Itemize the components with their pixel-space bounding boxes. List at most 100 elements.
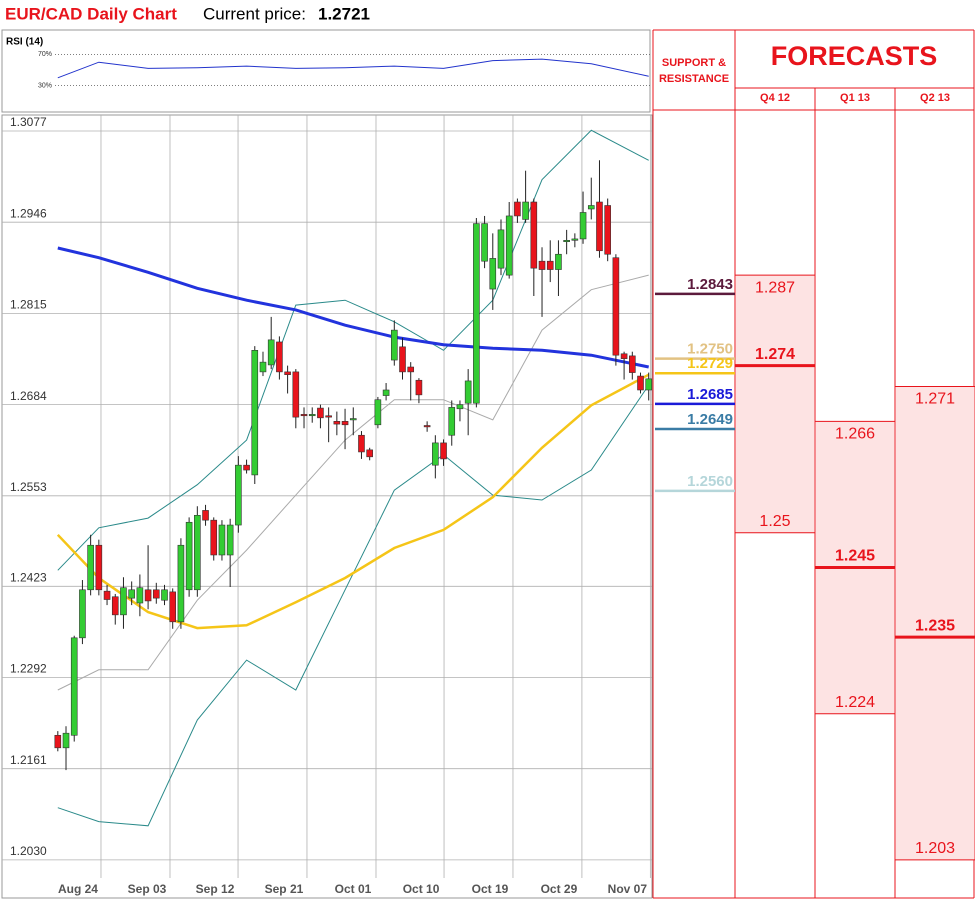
indicator-line <box>57 384 650 827</box>
candle-body <box>505 215 513 276</box>
forecast-low-label: 1.224 <box>835 694 875 711</box>
forecast-high-label: 1.287 <box>755 279 795 296</box>
x-tick-label: Sep 12 <box>196 882 235 896</box>
candle-body <box>185 521 193 591</box>
quarter-label: Q1 13 <box>840 92 870 104</box>
candle-body <box>390 329 398 361</box>
candle-body <box>415 379 423 396</box>
candle-body <box>432 442 439 466</box>
candle-body <box>481 223 488 262</box>
x-tick-label: Aug 24 <box>58 882 98 896</box>
candle-body <box>645 378 653 391</box>
chart-title: EUR/CAD Daily Chart <box>5 4 177 23</box>
support-label: 1.2729 <box>687 355 733 372</box>
x-tick-label: Oct 19 <box>472 882 509 896</box>
candle-body <box>358 434 365 453</box>
candle-body <box>382 389 390 396</box>
y-tick-label: 1.2946 <box>10 206 47 220</box>
x-tick-label: Oct 10 <box>403 882 440 896</box>
candle-body <box>152 589 160 599</box>
candle-body <box>317 407 324 419</box>
quarter-label: Q2 13 <box>920 92 950 104</box>
candle-body <box>202 510 209 521</box>
candle-body <box>514 201 521 217</box>
x-tick-label: Sep 21 <box>265 882 304 896</box>
current-price: 1.2721 <box>318 4 370 23</box>
indicator-line <box>57 129 649 571</box>
candle-body <box>144 589 152 602</box>
candle-body <box>596 201 603 252</box>
candle-body <box>341 421 349 426</box>
candle-body <box>103 590 111 600</box>
candle-body <box>571 238 579 241</box>
levels-title: SUPPORT & RESISTANCE <box>658 57 730 85</box>
candle-body <box>284 371 291 375</box>
y-tick-label: 1.2684 <box>10 389 47 403</box>
candle-body <box>407 366 415 373</box>
candle-body <box>243 464 250 471</box>
y-tick-label: 1.2553 <box>10 480 47 494</box>
candle-body <box>259 361 267 373</box>
forecast-mid-label: 1.235 <box>915 617 955 634</box>
rsi-title: RSI (14) <box>6 37 43 48</box>
candle-body <box>604 205 611 255</box>
candle-body <box>464 380 472 404</box>
y-tick-label: 1.2423 <box>10 570 47 584</box>
candle-body <box>62 732 70 749</box>
forecast-range <box>736 275 814 533</box>
candle-body <box>95 544 103 591</box>
candle-body <box>555 253 562 270</box>
candle-body <box>292 371 300 418</box>
candle-body <box>489 258 497 290</box>
y-tick-label: 1.2292 <box>10 662 47 676</box>
indicator-line <box>57 274 649 691</box>
candle-body <box>235 464 242 526</box>
candle-body <box>456 404 464 410</box>
x-tick-label: Nov 07 <box>608 882 648 896</box>
y-tick-label: 1.2161 <box>10 753 47 767</box>
y-tick-label: 1.2815 <box>10 298 47 312</box>
forecast-range <box>896 386 974 860</box>
forecast-mid-label: 1.274 <box>755 346 795 363</box>
candle-body <box>522 201 529 220</box>
forecast-high-label: 1.266 <box>835 426 875 443</box>
candle-body <box>177 544 185 623</box>
rsi-level-label: 70% <box>38 51 52 58</box>
indicator-line <box>56 373 650 630</box>
candle-body <box>448 407 456 436</box>
candle-body <box>579 212 587 240</box>
candle-body <box>128 589 135 599</box>
candle-body <box>440 442 447 460</box>
indicator-line <box>57 246 650 369</box>
price-label: Current price: <box>203 4 306 23</box>
rsi-line <box>57 58 649 79</box>
candle-body <box>161 589 168 601</box>
forecast-title: FORECASTS <box>771 41 938 71</box>
candle-body <box>251 350 259 476</box>
support-label: 1.2685 <box>687 386 733 403</box>
candle-body <box>70 637 78 736</box>
candle-body <box>366 449 373 458</box>
quarter-label: Q4 12 <box>760 92 790 104</box>
candle-body <box>210 519 218 556</box>
forecast-low-label: 1.203 <box>915 840 955 857</box>
y-tick-label: 1.3077 <box>10 115 47 129</box>
candle-body <box>87 544 94 591</box>
x-tick-label: Sep 03 <box>128 882 167 896</box>
candle-body <box>587 205 595 210</box>
candle-body <box>399 346 406 373</box>
candle-body <box>169 591 177 623</box>
candle-body <box>194 514 201 591</box>
candle-body <box>374 399 382 426</box>
rsi-level-label: 30% <box>38 82 52 89</box>
candle-body <box>325 415 332 418</box>
forecast-high-label: 1.271 <box>915 391 955 408</box>
rsi-panel <box>1 29 651 113</box>
candle-body <box>612 257 620 356</box>
candle-body <box>563 240 570 243</box>
candle-body <box>54 734 62 749</box>
support-label: 1.2843 <box>687 276 733 293</box>
candle-body <box>629 355 636 373</box>
